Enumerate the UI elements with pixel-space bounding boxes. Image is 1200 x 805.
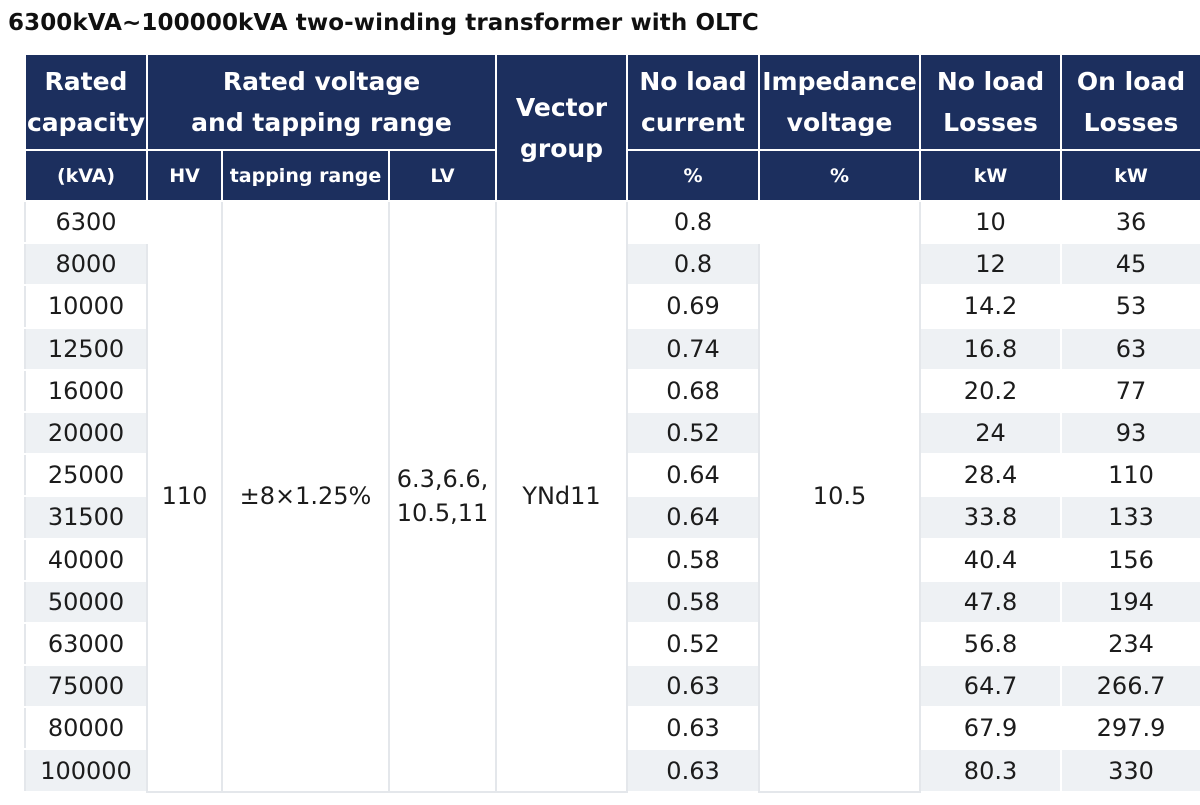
cell-no-load-losses: 64.7: [919, 664, 1063, 709]
table-row: 31500 0.64 33.8 133: [24, 495, 1200, 540]
cell-tapping-range: ±8×1.25%: [221, 200, 390, 793]
cell-on-load-losses: 234: [1060, 621, 1200, 667]
cell-capacity: 31500: [24, 495, 148, 540]
cell-no-load-current: 0.64: [626, 453, 761, 498]
cell-on-load-losses: 45: [1060, 242, 1200, 287]
cell-no-load-current: 0.63: [626, 664, 761, 709]
header-no-load-losses: No load Losses: [919, 53, 1063, 151]
transformer-spec-table: Rated capacity Rated voltage and tapping r…: [24, 53, 1200, 793]
unit-tapping-range: tapping range: [221, 149, 390, 202]
cell-no-load-current: 0.63: [626, 748, 761, 793]
cell-no-load-losses: 80.3: [919, 748, 1063, 793]
cell-no-load-current: 0.8: [626, 199, 761, 245]
table-row: 40000 0.58 40.4 156: [24, 537, 1200, 582]
cell-capacity: 50000: [24, 579, 148, 624]
table-row: 100000 0.63 80.3 330: [24, 748, 1200, 793]
cell-capacity: 63000: [24, 621, 148, 667]
table-row: 6300 110 ±8×1.25% 6.3,6.6, 10.5,11 YNd11 0.8 10…: [24, 199, 1200, 793]
cell-on-load-losses: 53: [1060, 284, 1200, 329]
header-rated-voltage: Rated voltage and tapping range: [145, 53, 498, 151]
unit-lv: LV: [387, 149, 498, 202]
header-vector-group: Vector group: [495, 53, 629, 202]
cell-capacity: 20000: [24, 410, 148, 456]
table-row: 50000 0.58 47.8 194: [24, 579, 1200, 624]
cell-capacity: 75000: [24, 664, 148, 709]
table-row: 16000 0.68 20.2 77: [24, 368, 1200, 413]
cell-no-load-losses: 47.8: [919, 579, 1063, 624]
unit-hv: HV: [146, 149, 223, 202]
cell-capacity: 40000: [24, 537, 148, 582]
cell-on-load-losses: 133: [1060, 495, 1200, 540]
cell-impedance-voltage: 10.5: [758, 200, 922, 793]
cell-no-load-losses: 20.2: [919, 368, 1063, 413]
cell-capacity: 8000: [24, 242, 148, 287]
cell-on-load-losses: 194: [1060, 579, 1200, 624]
cell-on-load-losses: 297.9: [1060, 706, 1200, 751]
page-title: 6300kVA~100000kVA two-winding transforme…: [8, 10, 759, 36]
cell-no-load-current: 0.8: [626, 242, 761, 287]
cell-no-load-losses: 33.8: [919, 495, 1063, 540]
cell-vector-group: YNd11: [495, 200, 629, 793]
cell-no-load-current: 0.68: [626, 368, 761, 413]
cell-on-load-losses: 110: [1060, 453, 1200, 498]
cell-no-load-current: 0.63: [626, 706, 761, 751]
table-row: 25000 0.64 28.4 110: [24, 453, 1200, 498]
table-row: 8000 0.8 12 45: [24, 242, 1200, 287]
cell-on-load-losses: 36: [1060, 199, 1200, 245]
table-row: 10000 0.69 14.2 53: [24, 284, 1200, 329]
table-row: 63000 0.52 56.8 234: [24, 621, 1200, 667]
cell-capacity: 6300: [24, 199, 148, 245]
cell-no-load-losses: 12: [919, 242, 1063, 287]
cell-on-load-losses: 266.7: [1060, 664, 1200, 709]
unit-no-load-current: %: [626, 149, 761, 202]
header-on-load-losses: On load Losses: [1060, 53, 1200, 151]
cell-capacity: 100000: [24, 748, 148, 793]
cell-on-load-losses: 63: [1060, 326, 1200, 371]
unit-impedance: %: [758, 149, 922, 202]
table-row: 80000 0.63 67.9 297.9: [24, 706, 1200, 751]
header-impedance-voltage: Impedance voltage: [758, 53, 922, 151]
cell-no-load-losses: 24: [919, 410, 1063, 456]
table-body: 6300 110 ±8×1.25% 6.3,6.6, 10.5,11 YNd11 0.8 10…: [24, 199, 1200, 793]
cell-on-load-losses: 156: [1060, 537, 1200, 582]
table-row: 20000 0.52 24 93: [24, 410, 1200, 456]
cell-lv-line: 10.5,11: [396, 499, 489, 528]
cell-no-load-losses: 14.2: [919, 284, 1063, 329]
cell-no-load-current: 0.58: [626, 537, 761, 582]
cell-no-load-losses: 56.8: [919, 621, 1063, 667]
cell-no-load-current: 0.58: [626, 579, 761, 624]
cell-no-load-losses: 16.8: [919, 326, 1063, 371]
cell-no-load-current: 0.52: [626, 410, 761, 456]
cell-no-load-current: 0.64: [626, 495, 761, 540]
cell-capacity: 16000: [24, 368, 148, 413]
unit-no-load-losses: kW: [919, 149, 1063, 202]
cell-on-load-losses: 93: [1060, 410, 1200, 456]
header-rated-capacity: Rated capacity: [24, 53, 148, 151]
cell-no-load-current: 0.52: [626, 621, 761, 667]
cell-hv: 110: [146, 200, 223, 793]
cell-capacity: 12500: [24, 326, 148, 371]
cell-capacity: 80000: [24, 706, 148, 751]
cell-no-load-current: 0.69: [626, 284, 761, 329]
unit-capacity: (kVA): [24, 149, 148, 202]
table-row: 75000 0.63 64.7 266.7: [24, 664, 1200, 709]
cell-on-load-losses: 77: [1060, 368, 1200, 413]
cell-no-load-current: 0.74: [626, 326, 761, 371]
cell-capacity: 10000: [24, 284, 148, 329]
cell-on-load-losses: 330: [1060, 748, 1200, 793]
cell-no-load-losses: 28.4: [919, 453, 1063, 498]
cell-no-load-losses: 67.9: [919, 706, 1063, 751]
unit-on-load-losses: kW: [1060, 149, 1200, 202]
cell-no-load-losses: 10: [919, 199, 1063, 245]
cell-no-load-losses: 40.4: [919, 537, 1063, 582]
cell-lv: 6.3,6.6, 10.5,11: [387, 200, 498, 793]
table-row: 12500 0.74 16.8 63: [24, 326, 1200, 371]
cell-capacity: 25000: [24, 453, 148, 498]
header-no-load-current: No load current: [626, 53, 761, 151]
cell-lv-line: 6.3,6.6,: [396, 465, 489, 494]
